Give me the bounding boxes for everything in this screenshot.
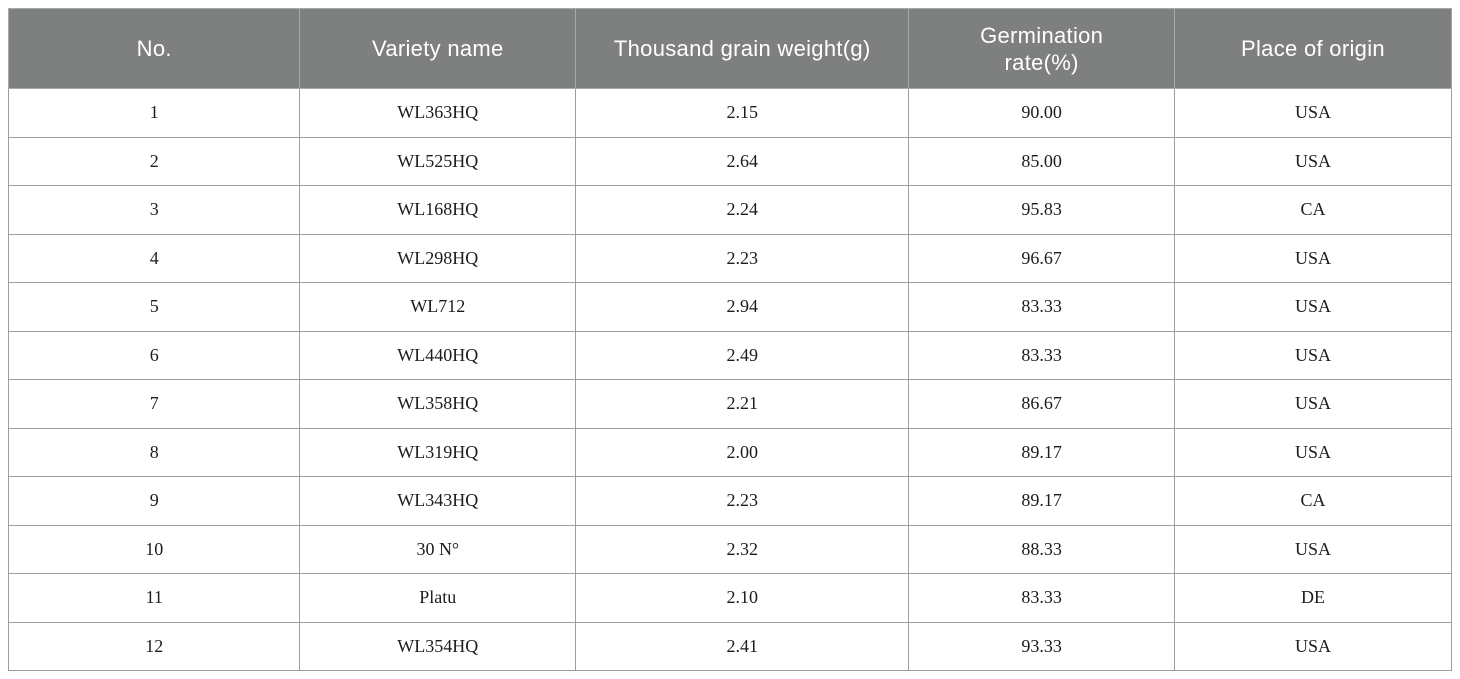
table-cell: 88.33 <box>908 524 1175 574</box>
table-cell: 2.32 <box>575 524 910 574</box>
table-cell: 2.41 <box>575 621 910 671</box>
variety-table: No. Variety name Thousand grain weight(g) G… <box>7 8 1453 671</box>
table-head: No. Variety name Thousand grain weight(g) G… <box>7 8 1453 89</box>
table-cell: 86.67 <box>908 379 1175 429</box>
table-cell: 5 <box>7 282 301 332</box>
table-cell: USA <box>1173 282 1453 332</box>
column-header-label: Thousand grain weight(g) <box>613 36 871 61</box>
table-cell: WL358HQ <box>299 379 577 429</box>
table-cell: 2.23 <box>575 476 910 526</box>
column-header: Place of origin <box>1173 8 1453 89</box>
table-cell: WL354HQ <box>299 621 577 671</box>
table-cell: 3 <box>7 185 301 235</box>
table-cell: CA <box>1173 476 1453 526</box>
table-row: 1 WL363HQ 2.15 90.00 USA <box>7 88 1453 138</box>
table-cell: CA <box>1173 185 1453 235</box>
column-header-label: Germination rate(%) <box>980 22 1104 75</box>
table-cell: USA <box>1173 427 1453 477</box>
column-header: Thousand grain weight(g) <box>575 8 910 89</box>
table-cell: 9 <box>7 476 301 526</box>
table-cell: 93.33 <box>908 621 1175 671</box>
column-header-label: Variety name <box>371 36 504 61</box>
table-cell: 2.64 <box>575 136 910 186</box>
table-row: 4 WL298HQ 2.23 96.67 USA <box>7 233 1453 283</box>
table-cell: 83.33 <box>908 573 1175 623</box>
table-row: 10 30 N° 2.32 88.33 USA <box>7 524 1453 574</box>
table-cell: WL525HQ <box>299 136 577 186</box>
table-cell: 95.83 <box>908 185 1175 235</box>
table-cell: 12 <box>7 621 301 671</box>
table-cell: 83.33 <box>908 282 1175 332</box>
table-row: 6 WL440HQ 2.49 83.33 USA <box>7 330 1453 380</box>
table-cell: 2.94 <box>575 282 910 332</box>
table-cell: USA <box>1173 330 1453 380</box>
table-cell: WL343HQ <box>299 476 577 526</box>
table-row: 7 WL358HQ 2.21 86.67 USA <box>7 379 1453 429</box>
table-cell: 8 <box>7 427 301 477</box>
table-cell: USA <box>1173 621 1453 671</box>
table-cell: 2.24 <box>575 185 910 235</box>
table-row: 8 WL319HQ 2.00 89.17 USA <box>7 427 1453 477</box>
table-cell: Platu <box>299 573 577 623</box>
table-row: 12 WL354HQ 2.41 93.33 USA <box>7 621 1453 671</box>
table-cell: 2.00 <box>575 427 910 477</box>
table-cell: 89.17 <box>908 427 1175 477</box>
table-cell: WL712 <box>299 282 577 332</box>
table-cell: WL363HQ <box>299 88 577 138</box>
table-cell: 2.10 <box>575 573 910 623</box>
table-cell: 4 <box>7 233 301 283</box>
table-cell: USA <box>1173 233 1453 283</box>
table-cell: WL298HQ <box>299 233 577 283</box>
column-header: Germination rate(%) <box>908 8 1175 89</box>
table-row: 3 WL168HQ 2.24 95.83 CA <box>7 185 1453 235</box>
table-cell: 83.33 <box>908 330 1175 380</box>
table-cell: 2.49 <box>575 330 910 380</box>
table-cell: USA <box>1173 136 1453 186</box>
table-row: 11 Platu 2.10 83.33 DE <box>7 573 1453 623</box>
table-cell: 30 N° <box>299 524 577 574</box>
table-cell: USA <box>1173 88 1453 138</box>
table-cell: 6 <box>7 330 301 380</box>
table-cell: 1 <box>7 88 301 138</box>
table-row: 2 WL525HQ 2.64 85.00 USA <box>7 136 1453 186</box>
table-cell: USA <box>1173 524 1453 574</box>
table-cell: 2 <box>7 136 301 186</box>
table-row: 5 WL712 2.94 83.33 USA <box>7 282 1453 332</box>
table-cell: WL319HQ <box>299 427 577 477</box>
table-cell: 2.23 <box>575 233 910 283</box>
table-header-row: No. Variety name Thousand grain weight(g) G… <box>7 8 1453 89</box>
table-cell: 85.00 <box>908 136 1175 186</box>
table-cell: 10 <box>7 524 301 574</box>
column-header-label: No. <box>136 36 172 61</box>
table-cell: 11 <box>7 573 301 623</box>
table-cell: 2.15 <box>575 88 910 138</box>
table-cell: 2.21 <box>575 379 910 429</box>
table-cell: WL168HQ <box>299 185 577 235</box>
table-cell: WL440HQ <box>299 330 577 380</box>
table-cell: 89.17 <box>908 476 1175 526</box>
column-header-label: Place of origin <box>1241 36 1385 61</box>
table-cell: DE <box>1173 573 1453 623</box>
column-header: No. <box>7 8 301 89</box>
table-row: 9 WL343HQ 2.23 89.17 CA <box>7 476 1453 526</box>
table-cell: 96.67 <box>908 233 1175 283</box>
table-cell: USA <box>1173 379 1453 429</box>
table-cell: 90.00 <box>908 88 1175 138</box>
table-body: 1 WL363HQ 2.15 90.00 USA 2 WL525HQ 2.64 85.00 USA… <box>7 88 1453 671</box>
table-cell: 7 <box>7 379 301 429</box>
column-header: Variety name <box>299 8 577 89</box>
